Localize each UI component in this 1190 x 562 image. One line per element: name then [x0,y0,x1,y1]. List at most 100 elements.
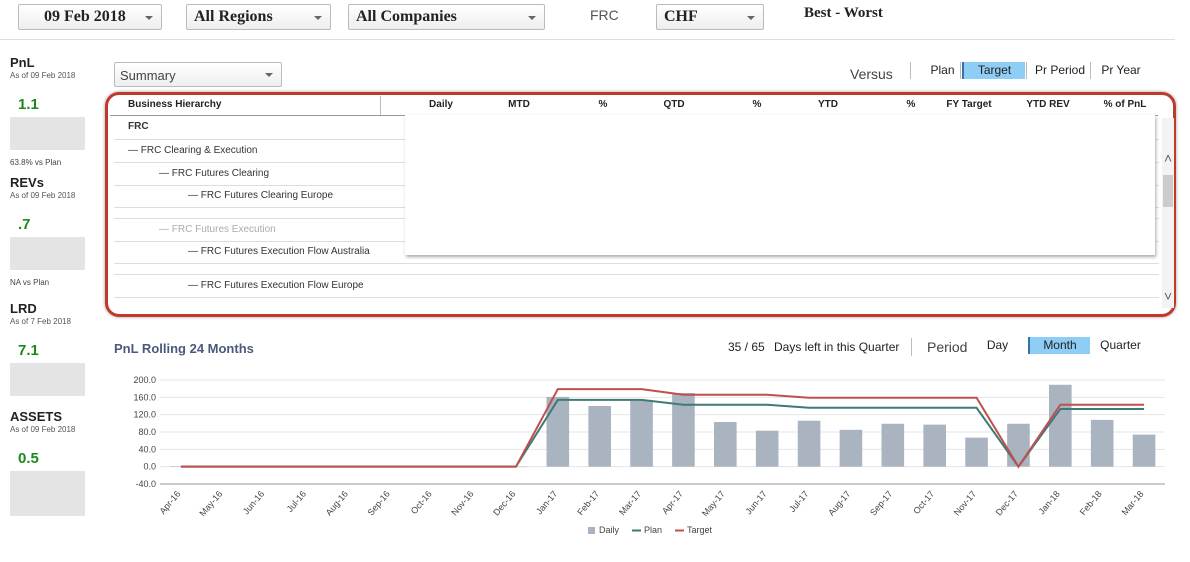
kpi-comparison: 63.8% vs Plan [10,158,62,167]
kpi-title: ASSETS [10,409,63,424]
separator [1090,62,1091,79]
kpi-value: 1.1 [18,96,39,113]
column-header: % [598,99,608,110]
row-line [114,274,1159,275]
x-tick-label: Jan-17 [534,489,559,517]
row-label: — FRC Futures Execution [159,224,276,235]
x-tick-label: May-16 [197,489,224,518]
bar [588,406,611,467]
bar [1007,423,1030,467]
column-header: MTD [508,99,530,110]
scrollbar[interactable] [1162,118,1174,308]
separator [960,62,961,79]
bar [1049,384,1072,467]
row-label: — FRC Futures Execution Flow Australia [188,246,370,257]
bar [965,437,988,467]
column-header: QTD [663,99,685,110]
region-dropdown[interactable] [186,4,331,30]
column-header: Daily [429,99,453,110]
row-label: — FRC Futures Clearing [159,168,270,179]
kpi-value: .7 [18,216,31,233]
bar [672,393,695,467]
date-value: 09 Feb 2018 [44,8,126,25]
chart: -40.0 0.0 40.0 80.0 120.0 160.0 200.0 Apr-16 May… [133,375,1165,535]
column-header: % [906,99,916,110]
currency-value: CHF [664,8,698,25]
currency-dropdown[interactable] [656,4,764,30]
versus-label: Versus [850,66,893,82]
x-tick-label: Mar-18 [1120,489,1146,517]
company-dropdown[interactable] [348,4,545,30]
y-tick-label: 200.0 [133,375,156,385]
x-tick-label: Feb-17 [575,489,601,517]
x-tick-label: Aug-17 [826,489,852,518]
scroll-thumb [1163,175,1173,207]
kpi-as-of: As of 09 Feb 2018 [10,191,76,200]
kpi-as-of: As of 7 Feb 2018 [10,317,71,326]
column-header: Business Hierarchy [128,99,222,110]
x-tick-label: Sep-17 [868,489,894,518]
entity-label: FRC [590,7,619,23]
scroll-up: ˄ [1164,150,1173,166]
kpi-title: PnL [10,55,35,70]
separator [910,62,911,79]
versus-option[interactable]: Pr Year [1101,63,1141,77]
x-tick-label: Aug-16 [324,489,350,518]
column-header: % [752,99,762,110]
quarter-days: 35 / 65 [728,340,765,354]
bar [630,399,653,467]
kpi-comparison: NA vs Plan [10,278,50,287]
quarter-note: Days left in this Quarter [774,340,900,354]
row-line [114,263,1159,264]
versus-option[interactable]: Target [962,62,1025,79]
kpi-value: 7.1 [18,342,39,359]
separator [911,338,912,356]
bar [755,430,779,467]
x-tick-label: Dec-17 [994,489,1020,518]
separator [1026,62,1027,79]
view-dropdown[interactable] [114,62,282,87]
bar [797,420,821,467]
line [180,398,1145,469]
date-dropdown[interactable] [18,4,162,30]
x-tick-label: Nov-17 [952,489,978,518]
period-option[interactable]: Day [986,338,1009,352]
chart-title: PnL Rolling 24 Months [114,341,254,356]
versus-option[interactable]: Plan [930,63,955,77]
ranking-label: Best - Worst [804,5,883,21]
row-label: — FRC Futures Execution Flow Europe [188,280,364,291]
x-tick-label: Feb-18 [1078,489,1104,517]
x-tick-label: Jul-16 [285,489,308,514]
period-option[interactable]: Quarter [1100,338,1141,352]
x-tick-label: Jun-16 [241,489,266,517]
toolbar-divider [0,39,1175,40]
column-header: FY Target [946,99,992,110]
kpi-image [10,363,85,396]
row-label: — FRC Clearing & Execution [128,145,258,156]
legend-swatch [588,527,595,534]
kpi-image [10,237,85,270]
legend-label: Plan [644,525,662,535]
scroll-down: ˅ [1164,288,1173,304]
x-tick-label: Jan-18 [1036,489,1061,517]
versus-option[interactable]: Pr Period [1034,63,1086,77]
view-value: Summary [120,68,176,83]
x-tick-label: Jul-17 [787,489,810,514]
line [180,388,1145,469]
y-tick-label: -40.0 [135,479,156,489]
x-tick-label: Apr-16 [157,489,182,516]
region-value: All Regions [194,8,273,25]
kpi-image [10,117,85,150]
table-frame [105,92,1176,317]
row-line [114,297,1159,298]
company-value: All Companies [356,8,457,25]
row-label: FRC [128,121,149,132]
legend-label: Daily [599,525,620,535]
row-label: — FRC Futures Clearing Europe [188,190,334,201]
period-option[interactable]: Month [1028,337,1090,354]
y-tick-label: 40.0 [138,444,156,454]
x-tick-label: Oct-16 [409,489,434,516]
y-tick-label: 0.0 [143,462,156,472]
column-header: YTD [818,99,838,110]
